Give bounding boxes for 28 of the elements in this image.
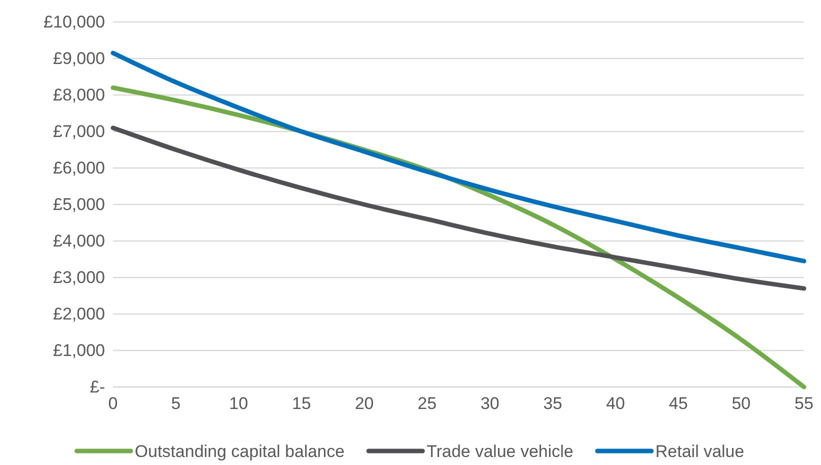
y-tick-label: £8,000 [53,85,105,104]
x-tick-label: 25 [418,394,437,414]
x-tick-label: 45 [668,394,688,414]
x-tick-label: 15 [292,394,311,414]
x-tick-label: 5 [171,394,181,414]
y-tick-label: £7,000 [53,122,105,141]
y-tick-label: £2,000 [53,304,105,324]
y-tick-label: £- [90,377,105,396]
x-tick-label: 50 [732,394,751,414]
x-tick-label: 0 [108,394,118,414]
line-series [110,126,806,291]
x-tick-label: 40 [606,394,626,414]
y-tick-label: £10,000 [44,12,105,32]
x-tick-label: 10 [229,394,248,414]
y-tick-label: £6,000 [53,158,105,178]
legend-label: Trade value vehicle [426,442,574,461]
y-tick-label: £1,000 [53,340,105,360]
x-tick-label: 20 [354,394,374,414]
x-tick-label: 30 [480,394,500,414]
x-tick-label: 35 [543,394,562,414]
x-tick-label: 55 [794,394,814,414]
y-tick-label: £3,000 [53,268,105,287]
y-tick-label: £9,000 [53,48,105,68]
legend-label: Retail value [655,442,744,461]
y-tick-label: £5,000 [53,194,105,214]
y-tick-label: £4,000 [53,231,105,250]
legend-label: Outstanding capital balance [134,442,345,461]
line-series [110,50,806,264]
